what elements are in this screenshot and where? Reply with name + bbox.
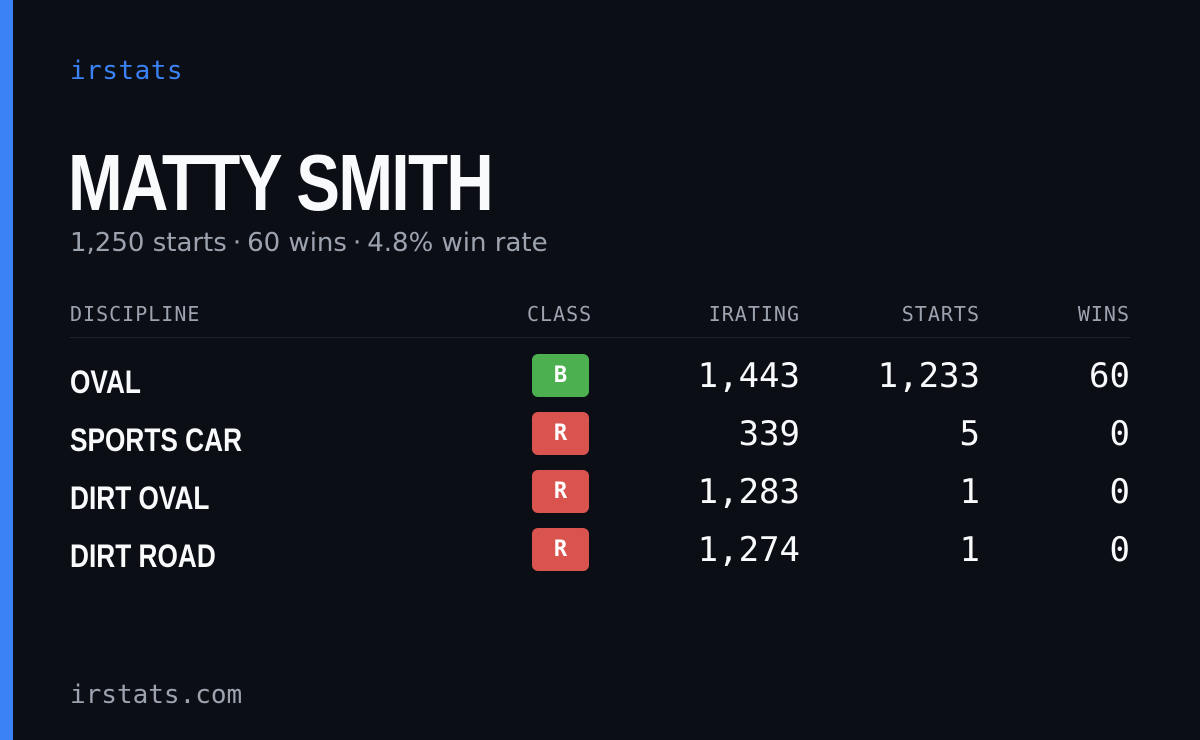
irating-value: 1,443 xyxy=(697,356,800,396)
starts-value: 5 xyxy=(959,414,980,454)
driver-summary: 1,250 starts · 60 wins · 4.8% win rate xyxy=(70,228,548,258)
class-badge: R xyxy=(532,470,589,513)
header-discipline: DISCIPLINE xyxy=(70,302,201,326)
starts-value: 1,233 xyxy=(877,356,980,396)
table-row: SPORTS CAR R 339 5 0 xyxy=(0,410,1200,468)
summary-separator: · xyxy=(352,228,362,258)
footer-url: irstats.com xyxy=(70,680,243,710)
driver-name: MATTY SMITH xyxy=(68,138,494,227)
table-row: DIRT ROAD R 1,274 1 0 xyxy=(0,526,1200,584)
discipline-name: OVAL xyxy=(70,364,141,400)
accent-bar xyxy=(0,0,13,740)
summary-wins: 60 wins xyxy=(247,228,347,258)
class-badge: B xyxy=(532,354,589,397)
starts-value: 1 xyxy=(959,530,980,570)
wins-value: 0 xyxy=(1109,530,1130,570)
wins-value: 60 xyxy=(1089,356,1130,396)
discipline-name: DIRT OVAL xyxy=(70,480,210,516)
irating-value: 339 xyxy=(738,414,800,454)
irating-value: 1,274 xyxy=(697,530,800,570)
irating-value: 1,283 xyxy=(697,472,800,512)
discipline-name: DIRT ROAD xyxy=(70,538,216,574)
header-wins: WINS xyxy=(1077,302,1130,326)
class-badge: R xyxy=(532,412,589,455)
header-divider xyxy=(70,337,1130,338)
brand-logo: irstats xyxy=(70,56,184,86)
header-starts: STARTS xyxy=(901,302,980,326)
starts-value: 1 xyxy=(959,472,980,512)
wins-value: 0 xyxy=(1109,472,1130,512)
summary-starts: 1,250 starts xyxy=(70,228,227,258)
summary-separator: · xyxy=(232,228,242,258)
discipline-name: SPORTS CAR xyxy=(70,422,243,458)
table-row: OVAL B 1,443 1,233 60 xyxy=(0,352,1200,410)
wins-value: 0 xyxy=(1109,414,1130,454)
class-badge: R xyxy=(532,528,589,571)
header-class: CLASS xyxy=(527,302,593,326)
header-irating: IRATING xyxy=(708,302,800,326)
table-row: DIRT OVAL R 1,283 1 0 xyxy=(0,468,1200,526)
summary-win-rate: 4.8% win rate xyxy=(367,228,548,258)
